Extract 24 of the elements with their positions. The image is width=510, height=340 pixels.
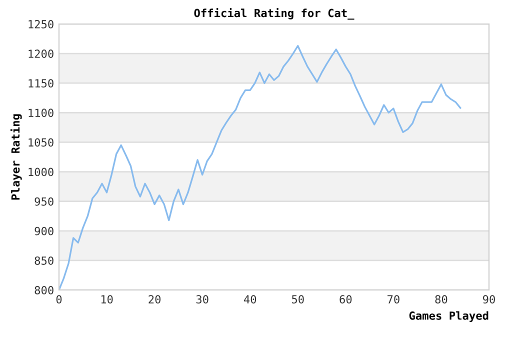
y-tick-label: 850 xyxy=(34,256,54,265)
y-tick-label: 800 xyxy=(34,286,54,294)
x-tick-label: 90 xyxy=(483,295,495,304)
x-tick-label: 70 xyxy=(388,295,400,304)
y-tick-label: 1150 xyxy=(28,79,54,88)
x-tick-label: 60 xyxy=(340,295,352,304)
y-tick-label: 1100 xyxy=(28,108,54,118)
y-tick-label: 900 xyxy=(34,226,54,236)
x-tick-label: 0 xyxy=(56,295,62,304)
x-tick-label: 50 xyxy=(292,295,304,304)
y-tick-label: 1050 xyxy=(28,138,54,147)
x-tick-label: 80 xyxy=(435,295,448,304)
x-tick-label: 10 xyxy=(101,295,113,304)
x-axis-title: Games Played xyxy=(409,311,488,322)
x-tick-label: 40 xyxy=(244,295,256,304)
chart-title: Official Rating for Cat_ xyxy=(194,8,354,20)
y-axis-title: Player Rating xyxy=(10,114,22,200)
line-series xyxy=(59,45,462,290)
y-tick-label: 950 xyxy=(34,197,54,206)
y-tick-label: 1000 xyxy=(28,168,54,176)
y-tick-label: 1250 xyxy=(28,20,54,28)
x-tick-label: 20 xyxy=(148,295,161,304)
y-tick-label: 1200 xyxy=(28,50,54,58)
x-tick-label: 30 xyxy=(196,295,208,304)
